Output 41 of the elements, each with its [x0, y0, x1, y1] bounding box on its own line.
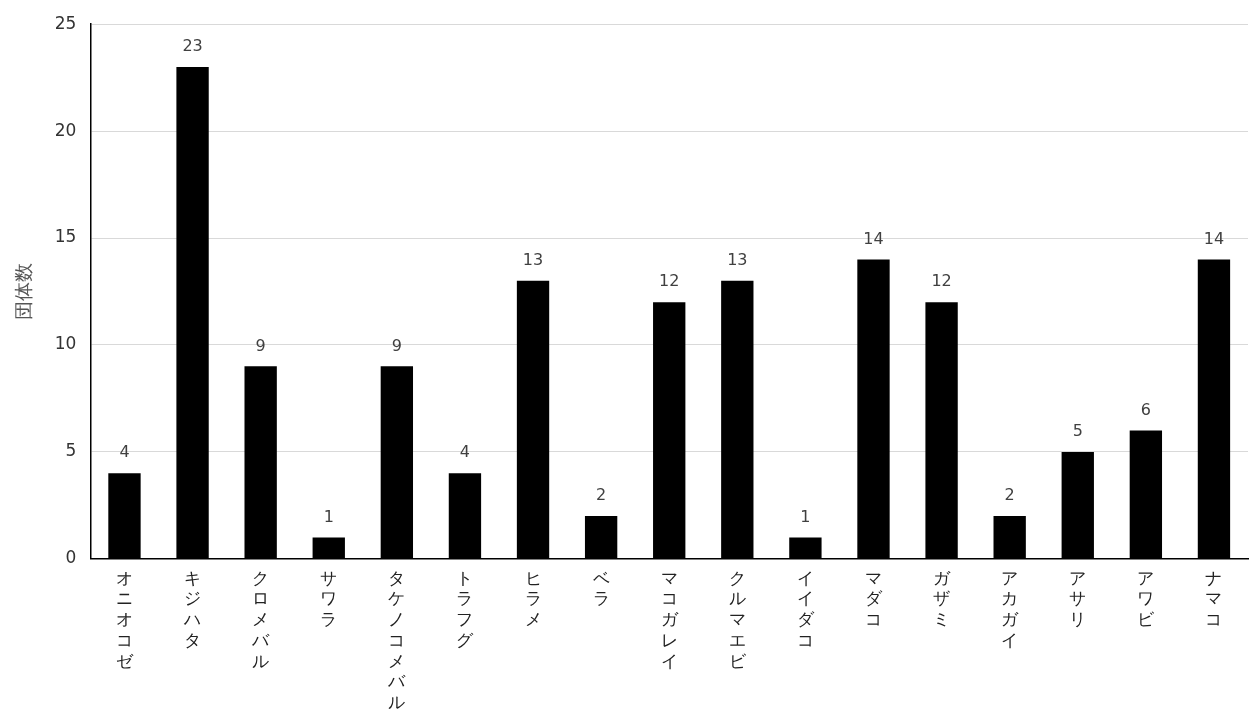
data-label: 9 — [255, 335, 266, 355]
data-label: 13 — [522, 249, 544, 269]
x-tick-label: クルマエビ — [728, 567, 747, 671]
x-tick-label: タケノコメバル — [387, 567, 407, 713]
x-tick-label: オニオコゼ — [115, 567, 134, 671]
data-label: 4 — [119, 442, 130, 462]
y-tick-label: 5 — [65, 440, 77, 461]
x-tick-label: ガザミ — [933, 567, 952, 630]
data-label: 5 — [1072, 421, 1083, 441]
x-tick-label: ヒラメ — [524, 567, 542, 630]
y-tick-label: 0 — [65, 547, 77, 568]
data-label: 2 — [596, 485, 607, 505]
x-tick-label: アワビ — [1137, 567, 1156, 630]
y-tick-label: 15 — [54, 226, 77, 247]
y-tick-label: 25 — [54, 12, 77, 33]
x-tick-label: トラフグ — [456, 567, 475, 650]
x-tick-label: アサリ — [1069, 567, 1087, 630]
data-label: 12 — [931, 271, 952, 291]
data-label: 1 — [323, 506, 334, 526]
x-tick-label: クロメバル — [251, 567, 271, 671]
data-label: 1 — [800, 506, 811, 526]
x-tick-label: マダコ — [864, 567, 883, 630]
y-tick-label: 10 — [54, 333, 77, 354]
data-label: 4 — [459, 442, 471, 462]
data-label: 9 — [391, 335, 402, 355]
x-tick-label: マコガレイ — [660, 567, 679, 671]
data-label: 14 — [863, 228, 884, 248]
x-tick-label: サワラ — [320, 567, 338, 630]
data-label: 12 — [659, 271, 680, 291]
x-tick-label: ベラ — [592, 567, 610, 609]
data-label: 23 — [182, 36, 203, 56]
x-tick-label: アカガイ — [1001, 567, 1020, 650]
y-axis-title: 団体数 — [12, 263, 35, 321]
data-label: 6 — [1140, 399, 1151, 419]
y-tick-label: 20 — [54, 119, 77, 140]
data-label: 13 — [727, 249, 748, 269]
x-tick-label: キジハタ — [183, 567, 202, 650]
x-tick-label: イイダコ — [796, 567, 815, 650]
x-tick-label: ナマコ — [1205, 567, 1223, 630]
data-label: 14 — [1203, 228, 1225, 248]
data-label: 2 — [1004, 485, 1015, 505]
